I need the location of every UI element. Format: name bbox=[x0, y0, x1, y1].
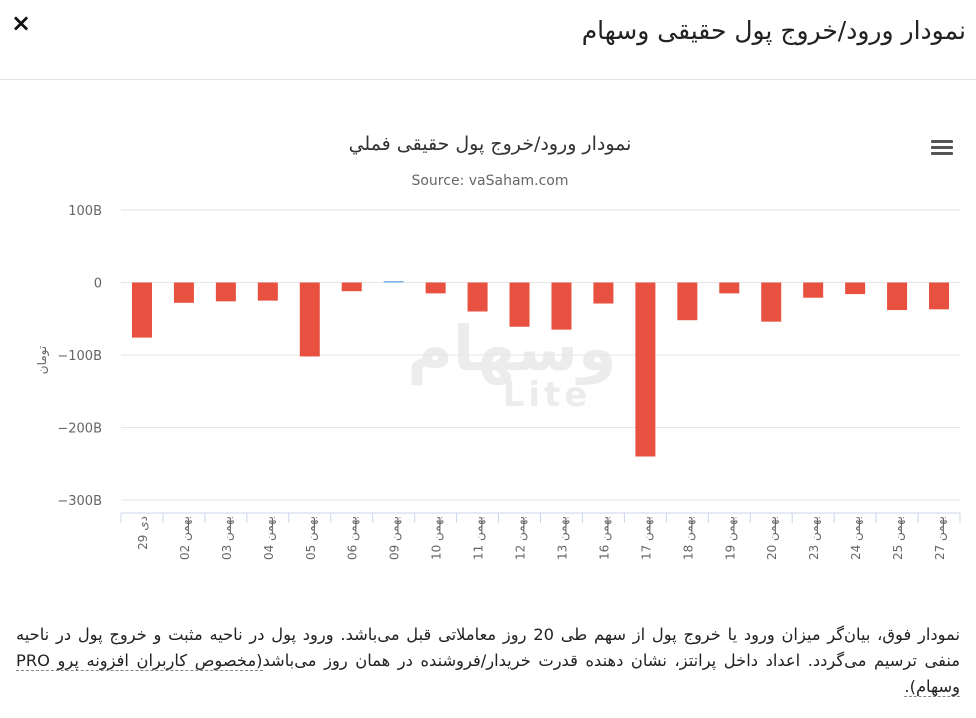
bar[interactable] bbox=[257, 282, 278, 301]
bar[interactable] bbox=[425, 282, 446, 294]
x-tick-label: 16 بهمن bbox=[597, 516, 612, 560]
menu-bar-icon bbox=[931, 140, 953, 143]
y-tick-label: 0 bbox=[94, 277, 102, 292]
x-tick-label: 04 بهمن bbox=[262, 516, 277, 560]
bar[interactable] bbox=[887, 282, 908, 311]
bar[interactable] bbox=[551, 282, 572, 330]
bar[interactable] bbox=[593, 282, 614, 304]
close-button[interactable]: × bbox=[10, 9, 32, 37]
bar[interactable] bbox=[173, 282, 194, 303]
x-axis bbox=[120, 512, 961, 523]
modal-title: نمودار ورود/خروج پول حقیقی وسهام bbox=[581, 16, 966, 45]
x-tick-label: 24 بهمن bbox=[849, 516, 864, 560]
x-tick-label: 29 دی bbox=[136, 516, 150, 550]
x-tick-label: 12 بهمن bbox=[514, 516, 529, 560]
bar[interactable] bbox=[383, 281, 404, 283]
bar[interactable] bbox=[467, 282, 488, 312]
bar[interactable] bbox=[677, 282, 698, 321]
x-tick-label: 06 بهمن bbox=[346, 516, 361, 560]
bar[interactable] bbox=[761, 282, 782, 322]
x-tick-label: 17 بهمن bbox=[639, 516, 654, 560]
gridlines bbox=[121, 209, 960, 501]
x-tick-label: 11 بهمن bbox=[472, 516, 487, 560]
bar[interactable] bbox=[509, 282, 530, 327]
x-tick-label: 23 بهمن bbox=[807, 516, 822, 560]
x-tick-label: 02 بهمن bbox=[178, 516, 193, 560]
y-axis-label: تومان bbox=[35, 346, 50, 374]
modal-header: × نمودار ورود/خروج پول حقیقی وسهام bbox=[0, 0, 976, 80]
chart-subtitle: Source: vaSaham.com bbox=[411, 173, 568, 189]
watermark-logo: وسهام Lite bbox=[407, 312, 616, 415]
bar[interactable] bbox=[845, 282, 866, 295]
bar[interactable] bbox=[215, 282, 236, 302]
chart-container: وسهام Lite 100B 0 −100B −200B −300B 29 دی 02 … bbox=[0, 80, 976, 600]
x-tick-label: 03 بهمن bbox=[220, 516, 235, 560]
x-tick-label: 09 بهمن bbox=[388, 516, 403, 560]
x-axis-ticks: 29 دی 02 بهمن 03 بهمن 04 بهمن 05 بهمن 06 بهمن… bbox=[136, 516, 948, 560]
y-axis-ticks: 100B 0 −100B −200B −300B bbox=[57, 204, 102, 509]
bar[interactable] bbox=[635, 282, 656, 457]
bar[interactable] bbox=[131, 282, 152, 338]
x-tick-label: 18 بهمن bbox=[681, 516, 696, 560]
x-tick-label: 27 بهمن bbox=[933, 516, 948, 560]
x-tick-label: 13 بهمن bbox=[555, 516, 570, 560]
bar[interactable] bbox=[299, 282, 320, 357]
x-tick-label: 05 بهمن bbox=[304, 516, 319, 560]
x-tick-label: 20 بهمن bbox=[765, 516, 780, 560]
description-text: نمودار فوق، بیان‌گر میزان ورود یا خروج پ… bbox=[16, 625, 960, 670]
x-tick-label: 19 بهمن bbox=[723, 516, 738, 560]
watermark-sub: Lite bbox=[503, 375, 592, 415]
x-tick-label: 25 بهمن bbox=[891, 516, 906, 560]
bars bbox=[131, 281, 950, 457]
menu-bar-icon bbox=[931, 152, 953, 155]
bar[interactable] bbox=[929, 282, 950, 310]
pro-users-link[interactable]: (مخصوص کاربران افزونه پرو PRO وسهام). bbox=[16, 651, 960, 697]
x-tick-label: 10 بهمن bbox=[430, 516, 445, 560]
bar[interactable] bbox=[341, 282, 362, 292]
chart-description: نمودار فوق، بیان‌گر میزان ورود یا خروج پ… bbox=[16, 622, 960, 700]
chart-menu-button[interactable] bbox=[930, 138, 954, 158]
menu-bar-icon bbox=[931, 146, 953, 149]
y-tick-label: −100B bbox=[57, 349, 102, 364]
y-tick-label: −300B bbox=[57, 494, 102, 509]
bar[interactable] bbox=[719, 282, 740, 294]
y-tick-label: −200B bbox=[57, 422, 102, 437]
chart-title: نمودار ورود/خروج پول حقیقی فملي bbox=[349, 133, 632, 155]
y-tick-label: 100B bbox=[68, 204, 102, 219]
bar-chart: وسهام Lite 100B 0 −100B −200B −300B 29 دی 02 … bbox=[35, 133, 961, 560]
bar[interactable] bbox=[803, 282, 824, 298]
